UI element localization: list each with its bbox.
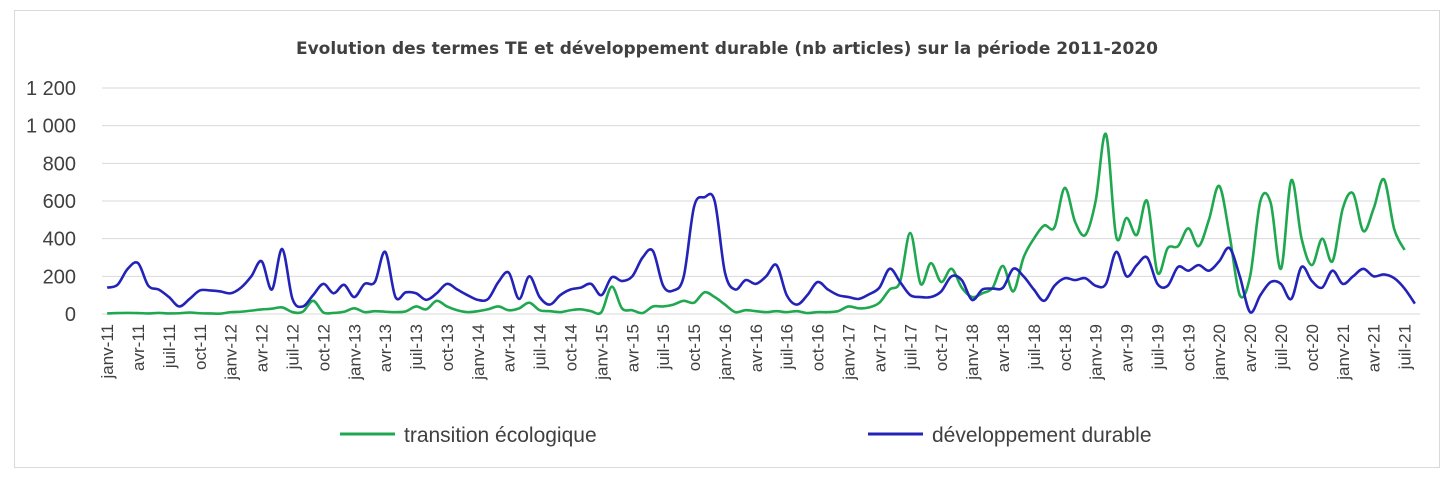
x-tick-label: oct-12: [314, 324, 333, 371]
x-tick-label: juil-20: [1272, 324, 1291, 370]
legend-label-transition-ecologique: transition écologique: [404, 424, 597, 447]
x-tick-label: oct-15: [685, 324, 704, 371]
y-axis-ticks: 0 200 400 600 800 1 000 1 200: [26, 78, 76, 326]
x-tick-label: oct-14: [562, 324, 581, 371]
x-axis-ticks: janv-11 avr-11 juil-11 oct-11 janv-12 avr-12 j…: [98, 324, 1414, 381]
x-tick-label: avr-18: [994, 324, 1013, 372]
x-tick-label: janv-13: [345, 324, 364, 381]
x-tick-label: janv-20: [1210, 324, 1229, 381]
x-tick-label: juil-12: [283, 324, 302, 370]
x-tick-label: janv-21: [1334, 324, 1353, 381]
x-tick-label: juil-14: [531, 324, 550, 370]
x-tick-label: juil-16: [778, 324, 797, 370]
x-tick-label: oct-19: [1179, 324, 1198, 371]
x-tick-label: janv-14: [469, 324, 488, 381]
y-tick-label: 1 000: [26, 116, 76, 138]
x-tick-label: oct-11: [191, 324, 210, 370]
x-tick-label: avr-15: [623, 324, 642, 372]
x-tick-label: avr-12: [253, 324, 272, 372]
x-tick-label: janv-11: [98, 324, 117, 380]
x-tick-label: janv-15: [592, 324, 611, 381]
x-tick-label: janv-17: [840, 324, 859, 381]
x-tick-label: avr-16: [747, 324, 766, 372]
x-tick-label: janv-19: [1087, 324, 1106, 381]
x-tick-label: avr-17: [870, 324, 889, 372]
y-tick-label: 400: [43, 229, 76, 251]
x-tick-label: oct-18: [1056, 324, 1075, 371]
x-tick-label: oct-13: [438, 324, 457, 371]
y-tick-label: 0: [65, 304, 76, 326]
x-tick-label: juil-13: [407, 324, 426, 370]
x-tick-label: avr-20: [1241, 324, 1260, 372]
legend: transition écologique développement dura…: [340, 424, 1152, 447]
x-tick-label: avr-14: [500, 324, 519, 372]
x-tick-label: avr-19: [1118, 324, 1137, 372]
chart-title: Evolution des termes TE et développement…: [296, 39, 1158, 59]
x-tick-label: avr-21: [1365, 324, 1384, 372]
series-line-developpement-durable: [106, 192, 1416, 314]
x-tick-label: juil-17: [901, 324, 920, 370]
series-line-transition-ecologique: [107, 132, 1406, 316]
y-tick-label: 200: [43, 266, 76, 288]
x-tick-label: juil-15: [654, 324, 673, 370]
y-tick-label: 800: [43, 153, 76, 175]
y-tick-label: 600: [43, 191, 76, 213]
x-tick-label: juil-18: [1025, 324, 1044, 370]
x-tick-label: juil-19: [1148, 324, 1167, 370]
x-tick-label: juil-11: [160, 324, 179, 369]
x-tick-label: avr-13: [376, 324, 395, 372]
x-tick-label: avr-11: [129, 324, 148, 371]
legend-label-developpement-durable: développement durable: [932, 424, 1152, 447]
grid-lines: [102, 87, 1420, 315]
x-tick-label: janv-16: [716, 324, 735, 381]
x-tick-label: juil-21: [1396, 324, 1415, 370]
series-lines: [106, 132, 1416, 316]
y-tick-label: 1 200: [26, 78, 76, 100]
x-tick-label: janv-12: [222, 324, 241, 381]
x-tick-label: oct-17: [932, 324, 951, 371]
x-tick-label: oct-16: [809, 324, 828, 371]
x-tick-label: janv-18: [963, 324, 982, 381]
x-tick-label: oct-20: [1303, 324, 1322, 371]
